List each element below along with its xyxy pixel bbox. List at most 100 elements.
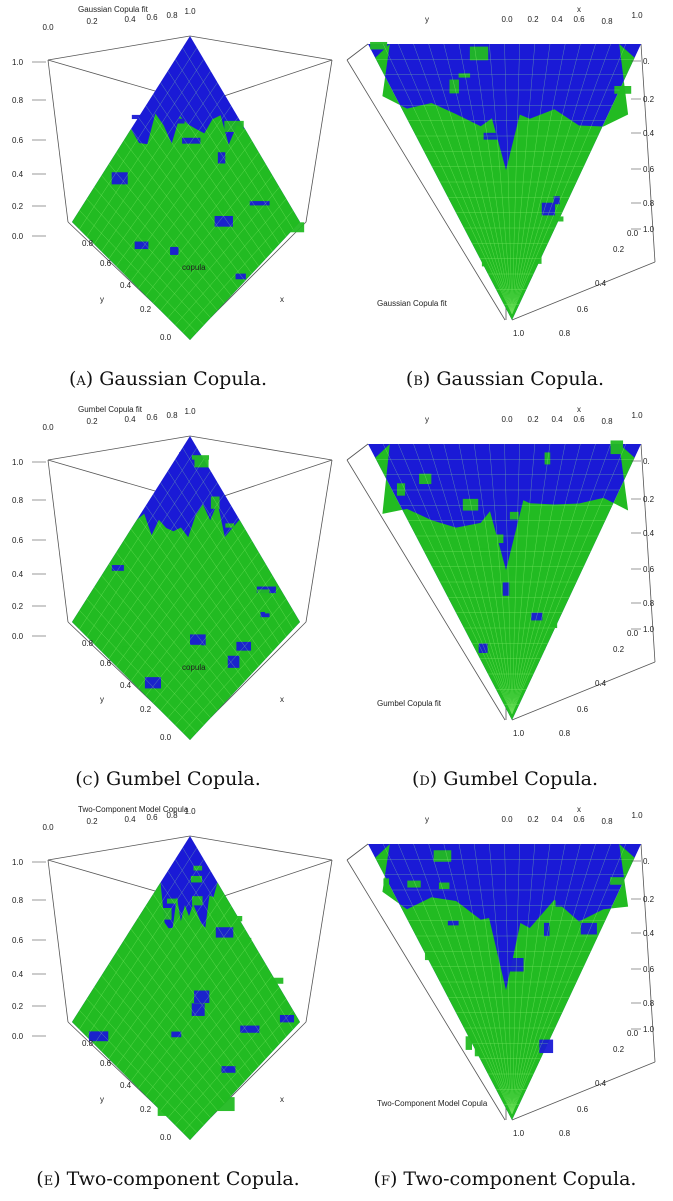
top-tick-label: 0.2 (527, 815, 539, 824)
top-tick-label: 0.6 (146, 813, 158, 822)
surface-patch (601, 74, 613, 85)
z-tick-label: 0.8 (12, 496, 24, 505)
top-axis-ticks-a: 0.0 0.2 0.4 0.6 0.8 1.0 (42, 7, 196, 32)
top-tick-label: 0.0 (42, 23, 54, 32)
surface-patch (221, 1066, 236, 1073)
surface-patch (257, 589, 270, 595)
caption-c: (c) Gumbel Copula. (0, 768, 336, 790)
top-axis-ticks-d: 0.0 0.2 0.4 0.6 0.8 1.0 y x (425, 405, 643, 426)
y-axis-ticks-e: 0.0 0.2 0.4 0.6 0.8 y (82, 1039, 172, 1142)
top-tick-label: 0.6 (573, 15, 585, 24)
surface-patch (557, 552, 567, 565)
surface-patch (170, 246, 179, 255)
y-tick-label: 0.6 (100, 659, 112, 668)
surface-patch (508, 216, 514, 223)
panel-d: 0.0 0.2 0.4 0.6 0.8 1.0 y x 0. 0.2 0.4 0.6 0.8 1.0 0.0… (337, 400, 673, 800)
copula-surface-b (368, 41, 641, 320)
panel-b: 0.0 0.2 0.4 0.6 0.8 1.0 y x 0. 0.2 0.4 0.6 0.8 1.0 0.0… (337, 0, 673, 400)
bottom-tick-label: 0.8 (559, 329, 571, 338)
surface-patch (549, 216, 564, 222)
top-tick-label: 0.0 (501, 815, 513, 824)
surface-patch (191, 455, 210, 460)
top-tick-label: 0.2 (527, 15, 539, 24)
surface-patch (555, 579, 570, 589)
surface-patch (179, 452, 189, 467)
surface-patch (194, 621, 215, 628)
surface-patch (224, 915, 243, 922)
y-tick-label: 0.6 (100, 1059, 112, 1068)
bottom-tick-label: 0.2 (613, 245, 625, 254)
x-axis-label: x (577, 805, 581, 814)
surface-patch (194, 990, 210, 1003)
right-tick-label: 0.2 (643, 495, 655, 504)
surface-patch (264, 604, 276, 614)
surface-patch (509, 511, 519, 520)
surface-patch (547, 622, 558, 629)
y-tick-label: 0.8 (82, 239, 94, 248)
top-tick-label: 0.8 (601, 817, 613, 826)
bottom-tick-label: 1.0 (513, 329, 525, 338)
z-tick-label: 0.8 (12, 896, 24, 905)
right-tick-label: 0.4 (643, 129, 655, 138)
top-tick-label: 0.6 (573, 415, 585, 424)
surface-patch (157, 1108, 173, 1116)
surface-patch (580, 922, 597, 935)
surface-patch (88, 1031, 109, 1042)
caption-e: (e) Two-component Copula. (0, 1168, 336, 1190)
caption-a: (a) Gaussian Copula. (0, 368, 336, 390)
right-tick-label: 0.8 (643, 999, 655, 1008)
top-tick-label: 0.2 (86, 17, 98, 26)
surface-patch (543, 922, 550, 937)
z-tick-label: 0.4 (12, 970, 24, 979)
surface-patch (157, 1040, 171, 1049)
bottom-tick-label: 0.4 (595, 279, 607, 288)
top-tick-label: 0.8 (166, 411, 178, 420)
plot-title: Gaussian Copula fit (377, 299, 448, 308)
x-axis-label: x (280, 1095, 284, 1104)
surface-patch (182, 946, 201, 959)
surface-patch (553, 196, 560, 205)
surface-patch (215, 927, 234, 938)
right-tick-label: 0.6 (643, 965, 655, 974)
surface-patch (465, 1036, 472, 1050)
surface-patch (510, 978, 525, 986)
surface-patch (431, 145, 444, 155)
right-tick-label: 1.0 (643, 225, 655, 234)
y-tick-label: 0.2 (140, 305, 152, 314)
top-axis-ticks-b: 0.0 0.2 0.4 0.6 0.8 1.0 y x (425, 5, 643, 26)
surface-patch (178, 311, 195, 322)
z-tick-label: 0.2 (12, 202, 24, 211)
caption-label: (e) (36, 1168, 67, 1190)
surface-patch (224, 120, 244, 132)
surface-patch (214, 215, 233, 227)
caption-label: (d) (411, 768, 444, 790)
bottom-tick-label: 0.6 (577, 705, 589, 714)
surface-patch (279, 1014, 295, 1023)
top-tick-label: 0.2 (86, 417, 98, 426)
surface-patch (370, 41, 388, 50)
y-axis-label: y (100, 1095, 104, 1104)
top-tick-label: 0.2 (527, 415, 539, 424)
surface-patch (194, 459, 209, 468)
top-tick-label: 0.8 (166, 811, 178, 820)
caption-label: (b) (405, 368, 437, 390)
surface-patch (215, 199, 225, 213)
z-axis-label: copula (182, 263, 206, 272)
panel-f: 0.0 0.2 0.4 0.6 0.8 1.0 y x 0. 0.2 0.4 0.6 0.8 1.0 0.0… (337, 800, 673, 1200)
top-tick-label: 1.0 (184, 807, 196, 816)
surface-patch (210, 530, 218, 543)
y-tick-label: 0.2 (140, 705, 152, 714)
top-tick-label: 0.4 (124, 415, 136, 424)
z-tick-label: 0.8 (12, 96, 24, 105)
caption-label: (f) (373, 1168, 404, 1190)
surface-patch (527, 81, 534, 86)
top-tick-label: 1.0 (184, 407, 196, 416)
copula-surface-e (72, 836, 300, 1140)
plot-title: Two-Component Model Copula (377, 1099, 488, 1108)
surface-patch (453, 196, 466, 208)
z-tick-label: 0.6 (12, 536, 24, 545)
top-tick-label: 0.0 (501, 415, 513, 424)
z-tick-label: 1.0 (12, 58, 24, 67)
surface-patch (98, 617, 107, 631)
surface-patch (162, 907, 172, 920)
